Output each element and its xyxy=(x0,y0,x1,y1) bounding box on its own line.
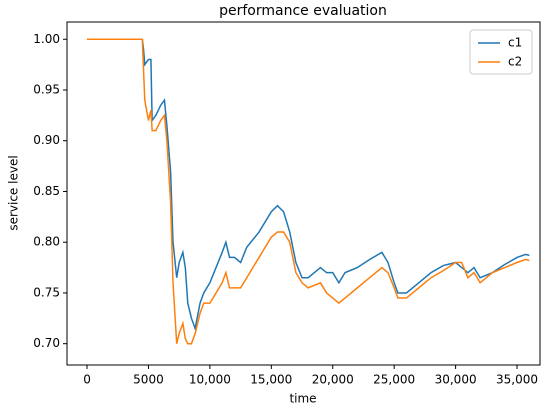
y-tick-label: 0.90 xyxy=(33,133,60,147)
y-tick-label: 0.95 xyxy=(33,82,60,96)
chart-title: performance evaluation xyxy=(219,3,387,19)
x-tick-label: 35,000 xyxy=(496,373,538,387)
legend-label: c1 xyxy=(508,36,522,50)
legend-label: c2 xyxy=(508,55,522,69)
x-tick-label: 30,000 xyxy=(435,373,477,387)
legend-box xyxy=(469,29,533,75)
x-tick-label: 25,000 xyxy=(373,373,415,387)
y-tick-label: 0.75 xyxy=(33,285,60,299)
y-tick-label: 0.70 xyxy=(33,336,60,350)
x-tick-label: 20,000 xyxy=(312,373,354,387)
x-tick-label: 15,000 xyxy=(250,373,292,387)
x-tick-label: 10,000 xyxy=(189,373,231,387)
x-tick-label: 5000 xyxy=(133,373,164,387)
x-axis-label: time xyxy=(289,392,316,406)
series-line xyxy=(87,38,530,332)
y-axis-label: service level xyxy=(7,155,21,230)
y-tick-label: 0.85 xyxy=(33,184,60,198)
series-line xyxy=(87,38,530,345)
y-tick-label: 0.80 xyxy=(33,235,60,249)
y-tick-label: 1.00 xyxy=(33,32,60,46)
x-tick-label: 0 xyxy=(83,373,91,387)
plot-frame xyxy=(66,21,541,366)
